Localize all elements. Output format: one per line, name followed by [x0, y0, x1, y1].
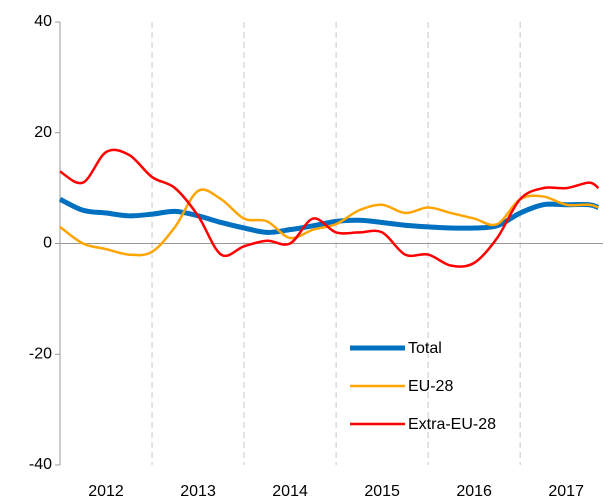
x-tick-label: 2012 — [88, 483, 124, 500]
x-tick-label: 2015 — [364, 483, 400, 500]
legend-label: Total — [408, 340, 442, 357]
y-tick-label: 40 — [34, 13, 52, 30]
legend-label: Extra-EU-28 — [408, 416, 496, 433]
legend-label: EU-28 — [408, 378, 453, 395]
line-series — [58, 196, 600, 235]
x-tick-label: 2013 — [180, 483, 216, 500]
y-tick-label: 0 — [43, 235, 52, 252]
y-tick-label: -40 — [29, 456, 52, 473]
y-tick-label: 20 — [34, 124, 52, 141]
x-tick-label: 2016 — [456, 483, 492, 500]
y-tick-label: -20 — [29, 345, 52, 362]
x-tick-label: 2017 — [548, 483, 584, 500]
line-series — [59, 148, 600, 268]
x-tick-label: 2014 — [272, 483, 308, 500]
